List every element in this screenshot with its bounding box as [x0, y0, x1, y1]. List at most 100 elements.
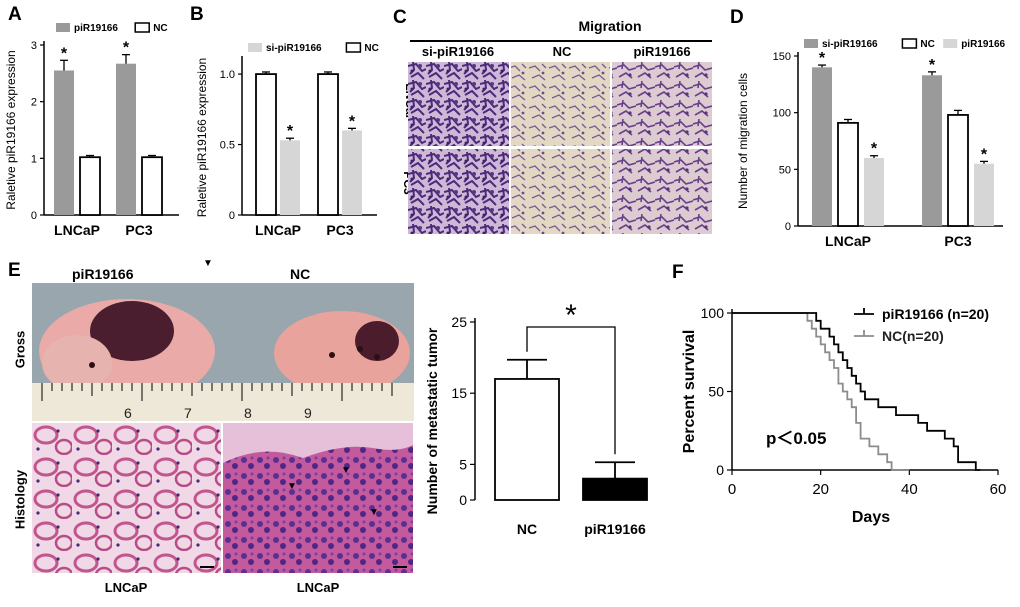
x-tick-label: piR19166 [584, 521, 646, 537]
y-tick-label: 50 [779, 164, 791, 176]
significance-star: * [123, 40, 130, 57]
legend-swatch [901, 38, 918, 49]
gross-label-nc: NC [290, 266, 311, 282]
significance-star: * [929, 57, 936, 74]
significance-star: * [981, 146, 988, 163]
bar [864, 158, 884, 226]
significance-star: * [871, 141, 878, 158]
bar [280, 140, 300, 215]
gross-lung-photo: 6 7 8 9 [32, 283, 414, 421]
legend-label: piR19166 (n=20) [882, 306, 989, 322]
x-tick-label: 60 [990, 481, 1007, 498]
ruler-num-7: 7 [184, 405, 192, 421]
histology-label-right: LNCaP [296, 580, 340, 595]
y-tick-label: 5 [459, 456, 467, 472]
y-axis-title: Number of metastatic tumor [424, 327, 440, 514]
x-tick-label: 20 [812, 481, 829, 498]
ruler-num-8: 8 [244, 405, 252, 421]
significance-star: * [61, 45, 68, 62]
x-axis-title: Days [852, 509, 890, 526]
y-axis-title: Raletive piR19166 expression [4, 50, 18, 209]
bar [317, 73, 339, 216]
chart-b: 0 0.5 1.0 Raletive piR19166 expression * LNCa… [195, 42, 379, 238]
y-tick-label: 100 [773, 108, 791, 120]
heart-left [90, 301, 174, 361]
panel-label-c: C [393, 7, 407, 28]
micrograph-lncap-si [408, 62, 509, 146]
x-tick-label: LNCaP [825, 233, 871, 249]
y-tick-label: 0.5 [220, 140, 235, 152]
p-value-annotation: p＜0.05 [766, 429, 826, 448]
y-tick-label: 15 [451, 385, 467, 401]
significance-star: * [565, 299, 577, 332]
migration-col-3: piR19166 [633, 44, 691, 59]
x-tick-label: 40 [901, 481, 918, 498]
bar [974, 163, 994, 226]
legend-label: piR19166 [74, 23, 118, 34]
migration-col-2: NC [552, 44, 572, 59]
bar [116, 63, 136, 216]
ruler [32, 383, 414, 421]
y-axis-title: Number of migration cells [736, 73, 750, 209]
svg-text:▼: ▼ [369, 507, 379, 518]
micrograph-pc3-pir [612, 149, 712, 234]
legend-label: NC [364, 43, 378, 54]
y-tick-label: 1.0 [220, 69, 235, 81]
bar [79, 156, 101, 216]
panel-label-f: F [672, 262, 684, 283]
legend-swatch [943, 39, 958, 48]
micrograph-pc3-nc [511, 149, 610, 234]
legend-label: NC [153, 23, 167, 34]
ruler-num-6: 6 [124, 405, 132, 421]
legend-label: NC(n=20) [882, 328, 944, 344]
migration-title: Migration [578, 18, 642, 34]
histology-label-left: LNCaP [104, 580, 148, 595]
x-tick-label: PC3 [944, 233, 971, 249]
legend-swatch [248, 43, 262, 52]
legend-swatch [804, 39, 818, 48]
panel-label-a: A [8, 4, 22, 25]
row-label-histology: Histology [12, 469, 28, 530]
bar [141, 156, 163, 216]
chart-f: 0 50 100 0 20 40 60 Percent survival Days piR1916… [681, 305, 1007, 526]
y-axis-title: Percent survival [681, 330, 698, 454]
y-tick-label: 100 [701, 305, 725, 321]
panel-label-b: B [190, 4, 204, 25]
micrograph-pc3-si [408, 149, 509, 234]
y-tick-label: 150 [773, 51, 791, 63]
svg-text:▼: ▼ [287, 481, 297, 492]
x-tick-label: LNCaP [255, 222, 301, 238]
y-tick-label: 3 [31, 40, 37, 52]
y-tick-label: 0 [229, 210, 235, 222]
row-label-gross: Gross [12, 330, 28, 369]
y-axis-title: Raletive piR19166 expression [195, 58, 209, 217]
y-tick-label: 1 [31, 153, 37, 165]
chart-a: 0 1 2 3 Raletive piR19166 expression * LNCaP * P… [4, 22, 179, 238]
panel-label-e: E [8, 260, 21, 281]
y-tick-label: 2 [31, 97, 37, 109]
y-tick-label: 25 [451, 314, 467, 330]
survival-line [732, 312, 981, 471]
x-tick-label: PC3 [125, 222, 152, 238]
bar [255, 73, 277, 216]
significance-star: * [287, 123, 294, 140]
bar [494, 378, 560, 501]
significance-star: * [349, 113, 356, 130]
bar [54, 70, 74, 215]
y-tick-label: 0 [31, 210, 37, 222]
legend-label: si-piR19166 [266, 43, 322, 54]
x-tick-label: NC [517, 521, 537, 537]
y-tick-label: 0 [716, 462, 724, 478]
chart-d: 0 50 100 150 Number of migration cells * * LNCa… [736, 38, 1006, 249]
histology-left [32, 423, 221, 573]
significance-bracket [526, 326, 616, 455]
legend-label: NC [920, 39, 934, 50]
migration-col-1: si-piR19166 [421, 44, 495, 59]
bar [837, 121, 859, 227]
arrowhead-icon: ▼ [203, 258, 213, 269]
heart-right [355, 321, 399, 361]
x-tick-label: PC3 [326, 222, 353, 238]
migration-title-rule [410, 40, 712, 42]
legend-swatch [345, 42, 362, 53]
significance-star: * [819, 50, 826, 67]
